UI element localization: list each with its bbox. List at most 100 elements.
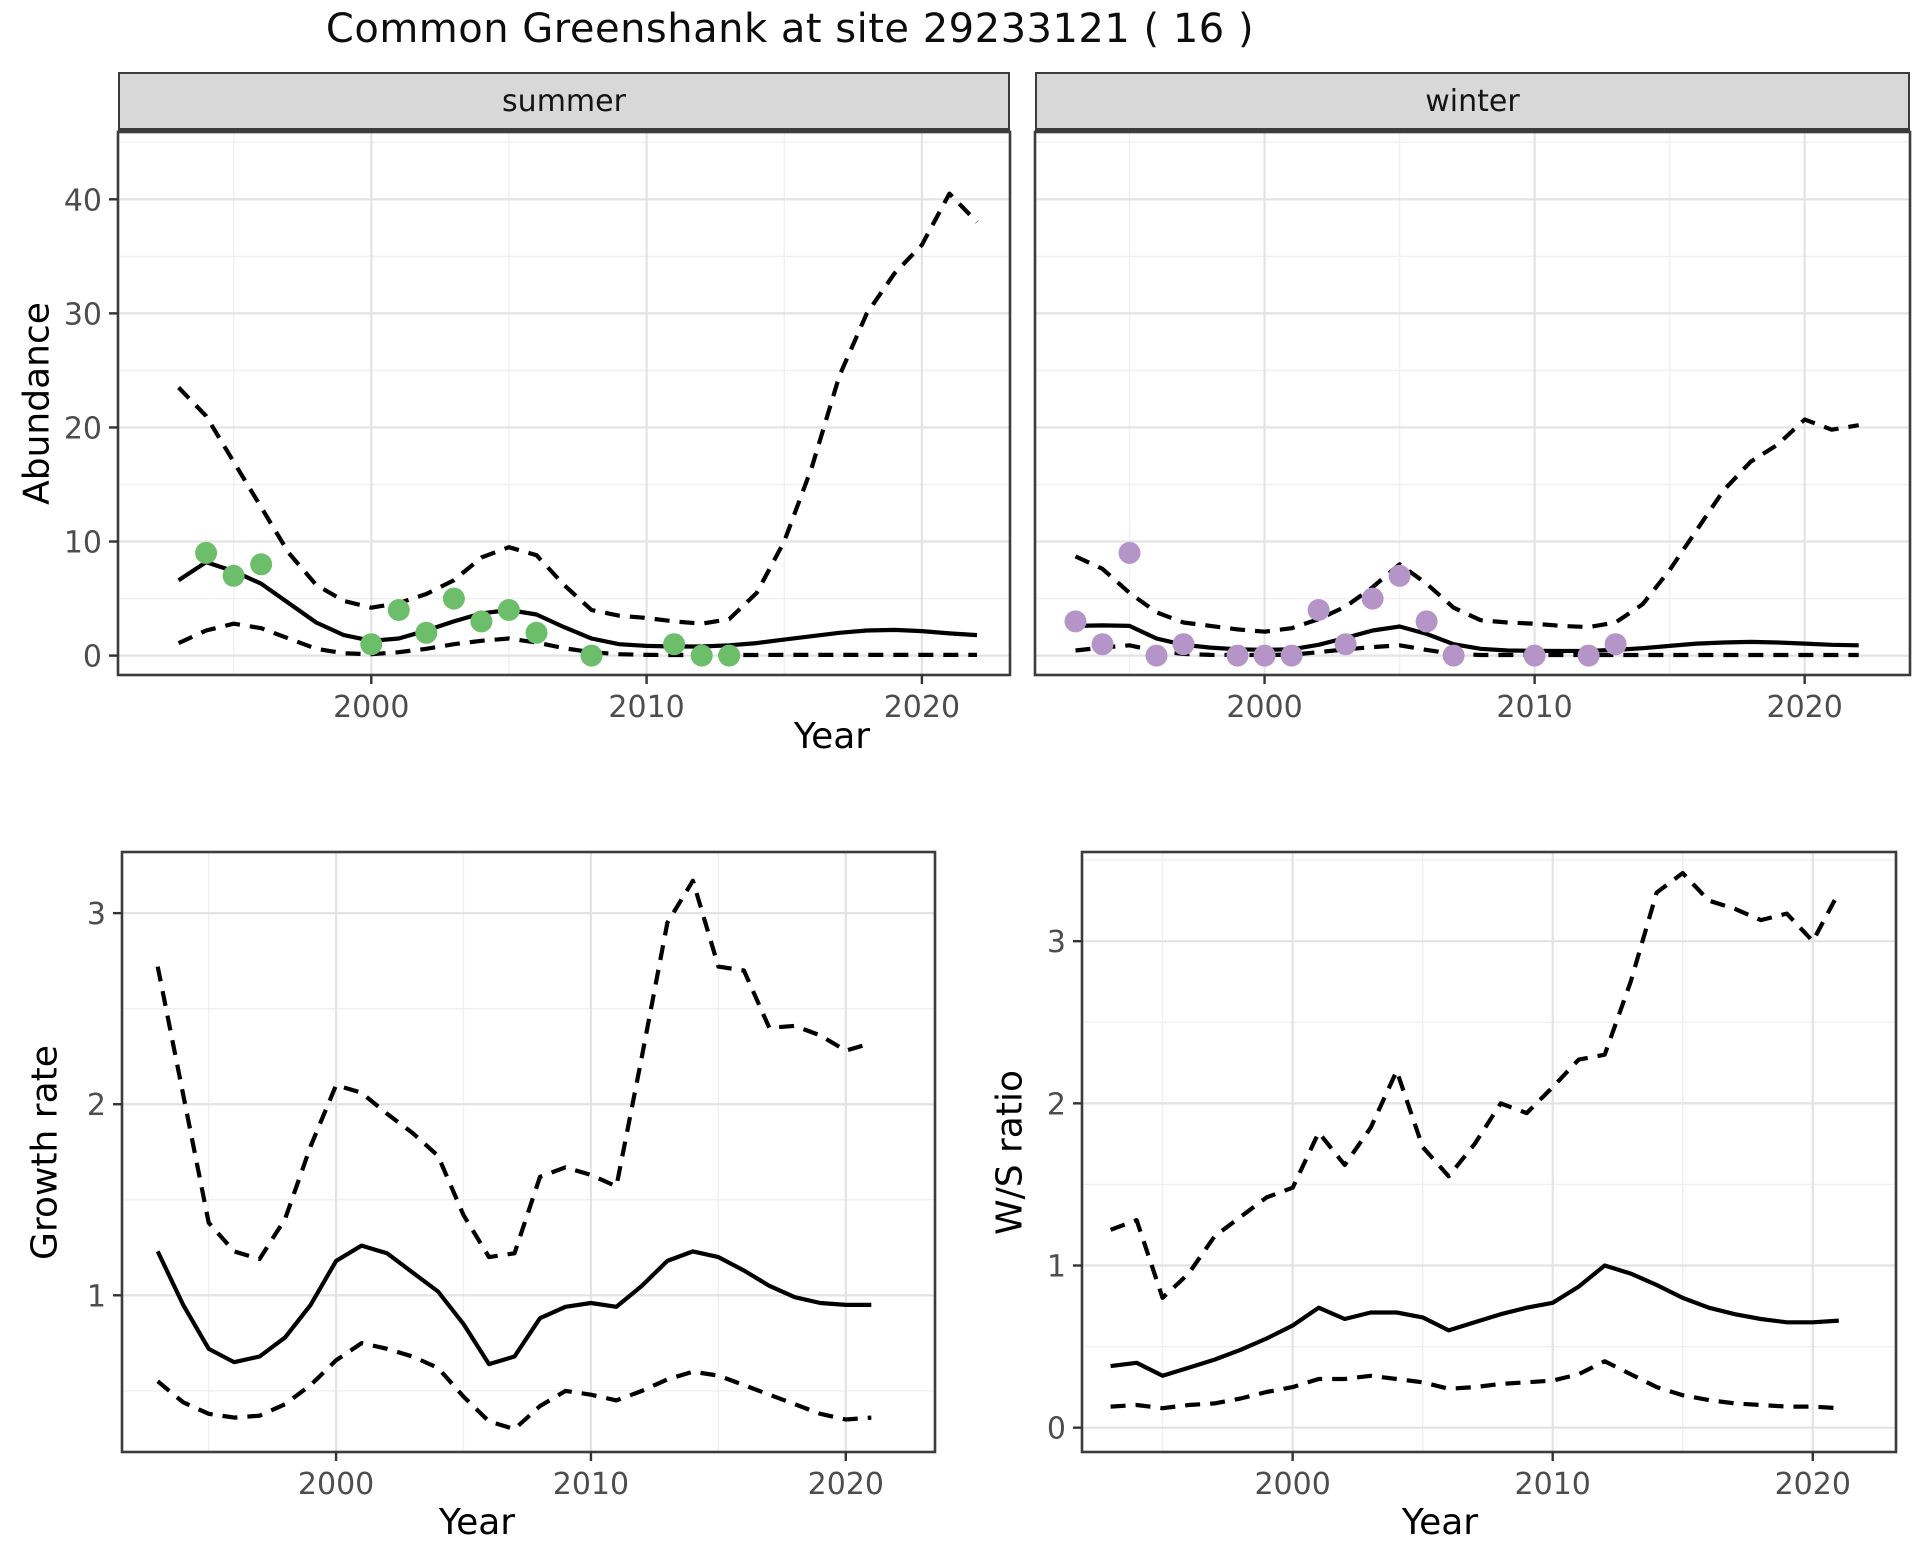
major-gridlines	[1082, 852, 1896, 1452]
y-tick-label: 0	[83, 640, 102, 675]
chart-title: Common Greenshank at site 29233121 ( 16 …	[325, 6, 1255, 52]
panel-border	[1080, 850, 1898, 1454]
data-point	[1604, 633, 1627, 656]
data-point	[1523, 644, 1546, 667]
x-tick-label: 2020	[1766, 690, 1842, 725]
x-tick-label: 2000	[333, 690, 409, 725]
y-tick-label: 0	[1047, 1412, 1066, 1447]
x-tick-label: 2000	[298, 1467, 374, 1502]
minor-gridlines	[118, 132, 1010, 675]
estimate-line	[1110, 1263, 1839, 1378]
lower-ci-line	[177, 621, 977, 658]
axis-ticks	[1263, 675, 1806, 684]
x-tick-label: 2010	[553, 1467, 629, 1502]
x-tick-label: 2000	[1226, 690, 1302, 725]
y-tick-label: 1	[87, 1279, 106, 1314]
abundance-summer-panel: 2000 2010 2020 0 10 20 30 40	[64, 130, 1012, 725]
y-tick-label: 30	[64, 297, 102, 332]
data-point	[1172, 633, 1195, 656]
facet-label-summer: summer	[502, 83, 626, 119]
x-tick-label: 2000	[1254, 1467, 1330, 1502]
x-axis-title-year-ws: Year	[1401, 1502, 1479, 1543]
axis-tick-labels: 2000 2010 2020 0 1 2 3	[1047, 925, 1851, 1502]
data-point	[1226, 644, 1249, 667]
observed-counts	[195, 541, 741, 667]
y-axis-title-growth-rate: Growth rate	[24, 1045, 66, 1260]
data-point	[1280, 644, 1303, 667]
upper-ci-line	[1074, 417, 1860, 634]
x-tick-label: 2020	[1775, 1467, 1851, 1502]
data-point	[1577, 644, 1600, 667]
y-axis-title-abundance: Abundance	[16, 302, 58, 505]
data-point	[250, 553, 273, 576]
x-axis-title-year-growth: Year	[438, 1502, 516, 1543]
observed-counts	[1064, 541, 1627, 667]
x-tick-label: 2010	[1515, 1467, 1591, 1502]
panel-border	[120, 850, 937, 1454]
upper-ci-line	[177, 191, 979, 626]
major-gridlines	[1035, 132, 1910, 675]
abundance-winter-panel: 2000 2010 2020	[1033, 130, 1912, 725]
upper-ci-line	[155, 878, 872, 1262]
data-point	[470, 610, 493, 633]
panel-background	[118, 132, 1010, 675]
x-tick-label: 2010	[608, 690, 684, 725]
data-point	[1307, 599, 1330, 621]
growth-rate-panel: 2000 2010 2020 1 2 3	[87, 850, 937, 1502]
axis-tick-labels: 2000 2010 2020	[1226, 690, 1842, 725]
y-axis-title-ws-ratio: W/S ratio	[989, 1069, 1031, 1236]
y-tick-label: 40	[64, 183, 102, 218]
axis-tick-labels: 2000 2010 2020 1 2 3	[87, 897, 884, 1502]
minor-gridlines	[1035, 132, 1910, 675]
data-point	[497, 599, 520, 621]
data-point	[415, 621, 438, 644]
data-point	[1442, 644, 1465, 667]
facet-strip-winter: winter	[1035, 72, 1910, 128]
panel-border	[116, 130, 1012, 677]
facet-label-winter: winter	[1425, 83, 1520, 119]
facet-strip-underline	[1035, 128, 1910, 132]
data-point	[580, 644, 603, 667]
y-tick-label: 2	[87, 1088, 106, 1123]
data-point	[1118, 541, 1141, 564]
axis-ticks	[109, 198, 924, 684]
y-tick-label: 20	[64, 411, 102, 446]
data-point	[195, 541, 218, 564]
estimate-line	[177, 560, 978, 649]
facet-strip-summer: summer	[118, 72, 1010, 128]
estimate-line	[155, 1243, 872, 1367]
lower-ci-line	[1075, 643, 1859, 658]
data-point	[690, 644, 713, 667]
data-point	[1361, 587, 1384, 610]
minor-gridlines	[122, 852, 935, 1452]
data-point	[1388, 564, 1411, 587]
data-point	[442, 587, 465, 610]
data-point	[222, 564, 245, 587]
y-tick-label: 1	[1047, 1250, 1066, 1285]
y-tick-label: 2	[1047, 1087, 1066, 1122]
panel-border	[1033, 130, 1912, 677]
ws-ratio-panel: 2000 2010 2020 0 1 2 3	[1047, 850, 1898, 1502]
y-tick-label: 3	[87, 897, 106, 932]
data-point	[1415, 610, 1438, 633]
data-point	[663, 633, 686, 656]
minor-gridlines	[1082, 852, 1896, 1452]
data-point	[1334, 633, 1357, 656]
y-tick-label: 3	[1047, 925, 1066, 960]
estimate-line	[1075, 623, 1859, 654]
axis-ticks	[1073, 939, 1814, 1461]
data-point	[1091, 633, 1114, 656]
data-point	[1253, 644, 1276, 667]
x-tick-label: 2020	[808, 1467, 884, 1502]
panel-background	[1082, 852, 1896, 1452]
data-point	[525, 621, 548, 644]
data-point	[718, 644, 741, 667]
data-point	[1145, 644, 1168, 667]
data-point	[360, 633, 383, 656]
y-tick-label: 10	[64, 526, 102, 561]
x-axis-title-year-top: Year	[793, 716, 871, 757]
x-tick-label: 2010	[1496, 690, 1572, 725]
axis-ticks	[113, 911, 847, 1461]
major-gridlines	[118, 132, 1010, 675]
